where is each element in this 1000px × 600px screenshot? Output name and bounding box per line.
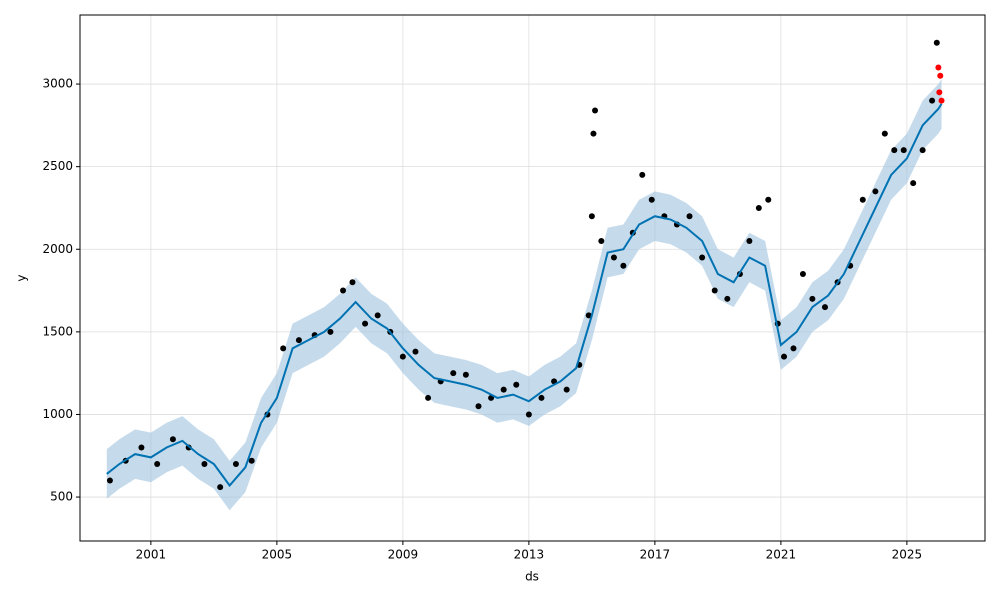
- observed-point: [525, 411, 532, 418]
- observed-point: [232, 461, 239, 468]
- x-tick-label: 2001: [136, 548, 167, 562]
- y-tick-label: 3000: [42, 77, 73, 91]
- x-tick-label: 2021: [766, 548, 797, 562]
- uncertainty-band: [106, 79, 942, 511]
- observed-point: [280, 345, 287, 352]
- observed-point: [450, 370, 457, 377]
- observed-point: [399, 353, 406, 360]
- observed-point: [362, 320, 369, 327]
- observed-point: [711, 287, 718, 294]
- observed-point: [513, 381, 520, 388]
- recent-point: [936, 89, 943, 96]
- forecast-line: [106, 103, 943, 488]
- y-tick-label: 1000: [42, 407, 73, 421]
- observed-point: [809, 295, 816, 302]
- observed-point: [412, 348, 419, 355]
- observed-point: [746, 237, 753, 244]
- x-tick-label: 2009: [388, 548, 419, 562]
- observed-point: [929, 97, 936, 104]
- observed-point: [765, 196, 772, 203]
- observed-point: [648, 196, 655, 203]
- observed-point: [588, 213, 595, 220]
- observed-point: [327, 328, 334, 335]
- y-axis-label: y: [15, 274, 29, 281]
- observed-point: [639, 171, 646, 178]
- observed-point: [610, 254, 617, 261]
- observed-point: [872, 188, 879, 195]
- observed-point: [154, 461, 161, 468]
- observed-point: [699, 254, 706, 261]
- recent-point: [935, 64, 942, 71]
- y-tick-label: 1500: [42, 324, 73, 338]
- observed-point: [881, 130, 888, 137]
- observed-point: [500, 386, 507, 393]
- observed-point: [821, 304, 828, 311]
- observed-point: [248, 457, 255, 464]
- observed-point: [475, 403, 482, 410]
- observed-point: [755, 204, 762, 211]
- observed-point: [910, 180, 917, 187]
- observed-point: [340, 287, 347, 294]
- observed-point: [295, 337, 302, 344]
- x-tick-label: 2025: [892, 548, 923, 562]
- y-tick-label: 2500: [42, 159, 73, 173]
- observed-point: [620, 262, 627, 269]
- observed-point: [538, 394, 545, 401]
- observed-point: [781, 353, 788, 360]
- observed-point: [799, 271, 806, 278]
- observed-point: [724, 295, 731, 302]
- observed-point: [374, 312, 381, 319]
- observed-point: [686, 213, 693, 220]
- observed-point: [201, 461, 208, 468]
- observed-point: [900, 147, 907, 154]
- observed-point: [106, 477, 113, 484]
- observed-point: [462, 371, 469, 378]
- observed-point: [933, 39, 940, 46]
- recent-point: [937, 72, 944, 79]
- y-tick-label: 2000: [42, 242, 73, 256]
- observed-point: [891, 147, 898, 154]
- x-axis-label: ds: [525, 570, 539, 584]
- observed-point: [859, 196, 866, 203]
- x-tick-label: 2005: [262, 548, 293, 562]
- observed-point: [919, 147, 926, 154]
- observed-point: [592, 107, 599, 114]
- y-tick-label: 500: [50, 490, 73, 504]
- observed-point: [217, 484, 224, 491]
- plot-frame: [79, 14, 986, 542]
- observed-point: [349, 279, 356, 286]
- recent-point: [938, 97, 945, 104]
- observed-point: [169, 436, 176, 443]
- observed-point: [790, 345, 797, 352]
- observed-point: [563, 386, 570, 393]
- x-tick-label: 2013: [514, 548, 545, 562]
- x-tick-label: 2017: [640, 548, 671, 562]
- observed-point: [585, 312, 592, 319]
- observed-point: [590, 130, 597, 137]
- observed-point: [598, 237, 605, 244]
- observed-point: [138, 444, 145, 451]
- observed-point: [425, 394, 432, 401]
